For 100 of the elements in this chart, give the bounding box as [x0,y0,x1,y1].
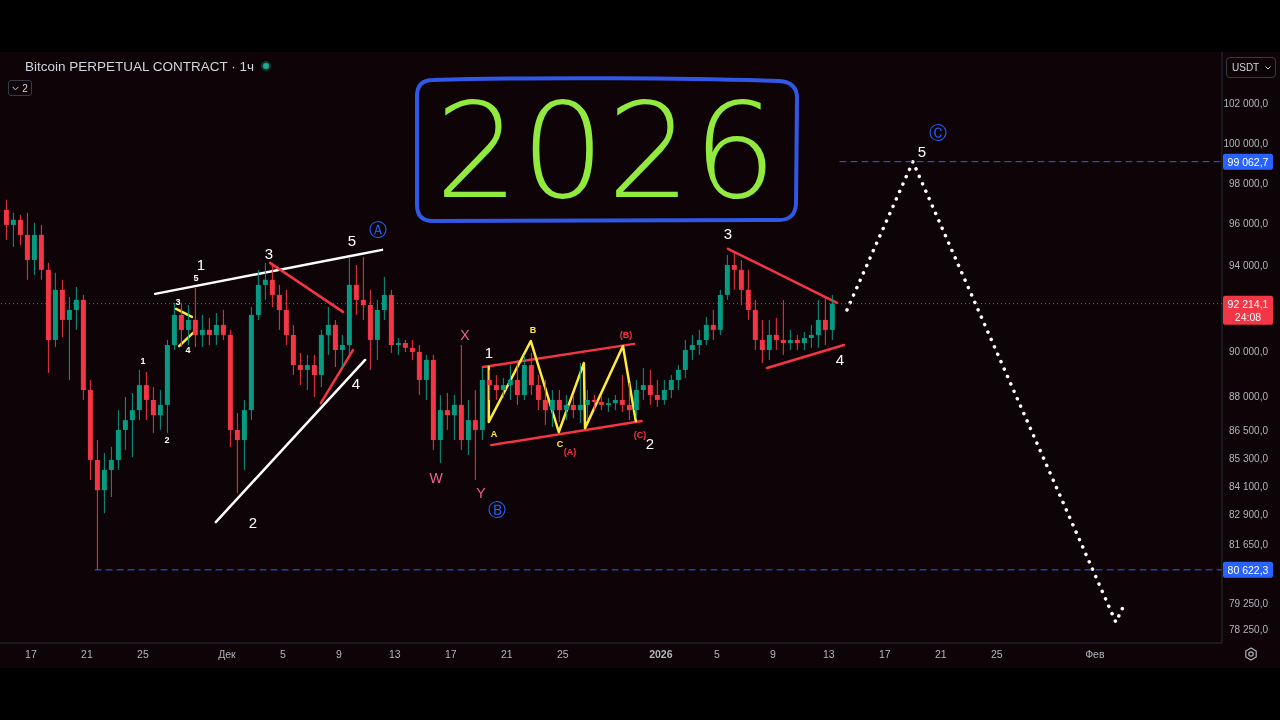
x-tick-label: 25 [991,648,1003,660]
candlestick [423,354,429,401]
annotation: Ⓒ [929,121,947,143]
x-tick-label: 9 [335,648,342,660]
candlestick [542,379,548,426]
candlestick [584,389,590,421]
x-tick-label: 13 [389,648,401,660]
annotation: 4 [835,350,845,368]
candlestick [444,392,450,431]
candlestick [304,354,310,391]
candlestick [668,374,674,399]
candlestick [409,339,415,361]
candlestick [108,446,114,498]
candlestick [808,324,814,349]
candlestick [66,296,72,381]
y-tick-label: 90 000,0 [1229,346,1269,358]
candlestick [563,394,569,421]
candlestick [199,314,205,348]
candlestick [276,284,282,331]
annotation: 4 [351,374,361,392]
candlestick [535,374,541,411]
y-tick-label: 100 000,0 [1223,137,1269,149]
candlestick [311,354,317,398]
candlestick [703,316,709,346]
annotation: 3 [264,244,274,262]
candlestick [185,304,191,346]
x-tick-label: 21 [501,648,513,660]
y-axis-title: USDT [1232,62,1260,73]
candlestick [325,306,331,356]
y-tick-label: 78 250,0 [1229,623,1269,635]
x-tick-label: Фев [1085,648,1105,660]
x-tick-label: 17 [25,648,37,660]
annotation: B [529,325,537,335]
collapse-button: 2 [8,80,32,96]
candlestick [206,317,212,346]
annotation: 2 [248,513,258,531]
candlestick [626,382,632,421]
y-tick-label: 82 900,0 [1229,509,1269,521]
candlestick [262,262,268,301]
data-label: 80 622,3 [1227,563,1269,576]
annotation: 3 [175,297,181,307]
candlestick [157,389,163,431]
annotation: 3 [723,224,733,242]
candlestick [549,389,555,428]
annotation: 4 [185,345,191,355]
candlestick [122,396,128,451]
annotation: 2 [22,82,28,94]
candlestick [696,329,702,356]
x-tick-label: 5 [279,648,286,660]
candlestick [339,334,345,368]
annotation: 1 [196,255,206,273]
candlestick [234,412,240,494]
y-tick-label: 96 000,0 [1229,218,1269,230]
x-tick-label: 25 [557,648,569,660]
x-tick-label: 25 [137,648,149,660]
annotation: (B) [619,330,633,340]
candlestick [619,374,625,413]
y-tick-label: 88 000,0 [1229,390,1269,402]
annotation: 2 [645,434,655,452]
candlestick [73,286,79,331]
x-tick-label: 21 [81,648,93,660]
candlestick [220,309,226,341]
candlestick [731,252,737,291]
y-tick-label: 85 300,0 [1229,452,1269,464]
candlestick [647,369,653,406]
annotation: 5 [917,142,927,160]
candlestick [178,302,184,348]
y-tick-label: 94 000,0 [1229,260,1269,272]
candlestick [465,399,471,456]
annotation: W [429,470,444,486]
x-tick-label: 2026 [649,648,673,660]
candlestick [640,367,646,401]
annotation: C [556,439,564,449]
candlestick [3,199,9,241]
candlestick [10,212,16,248]
candlestick [213,312,219,346]
y-tick-label: 102 000,0 [1223,98,1269,110]
x-tick-label: 17 [445,648,457,660]
candlestick [675,364,681,391]
annotation: 5 [193,273,199,283]
candlestick [633,379,639,419]
line-series [845,159,1126,624]
candlestick [143,371,149,421]
candlestick [654,379,660,408]
candlestick [738,259,744,306]
x-tick-label: Дек [218,648,237,660]
annotation: Y [476,485,487,501]
dropdown: USDT [1226,57,1276,78]
candlestick [766,319,772,361]
candlestick [17,214,23,246]
y-tick-label: 84 100,0 [1229,480,1269,492]
annotation: Ⓑ [488,498,506,520]
candlestick [500,377,506,399]
annotation: X [460,327,471,343]
candlestick [556,389,562,423]
annotation: 5 [347,231,357,249]
candlestick [486,369,492,401]
y-tick-label: 98 000,0 [1229,177,1269,189]
annotation: A [490,429,498,439]
candlestick [710,309,716,341]
